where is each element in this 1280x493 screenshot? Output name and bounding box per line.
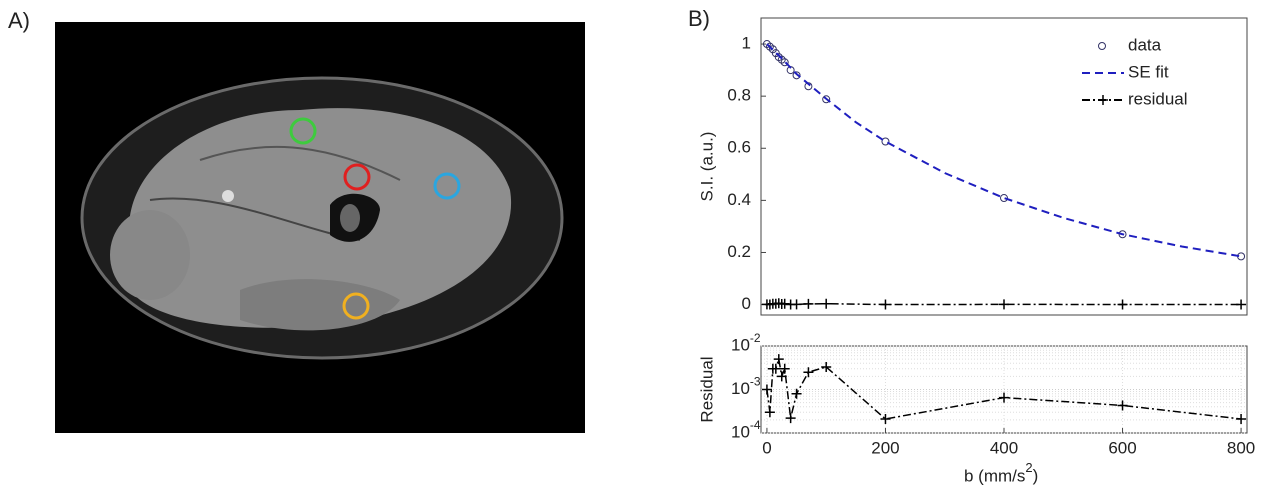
data-point [822, 95, 831, 104]
data-point [792, 71, 801, 80]
y-tick-label: 10-3 [731, 375, 761, 398]
plus-marker [770, 363, 781, 374]
x-tick-label: 800 [1227, 438, 1255, 457]
plus-marker [1117, 400, 1128, 411]
plus-marker [880, 413, 891, 424]
legend-label: residual [1128, 89, 1188, 108]
plus-marker [1117, 299, 1128, 310]
y-tick-exponent: -3 [750, 375, 761, 389]
legend-marker [1098, 95, 1108, 105]
y-tick-label: 0.4 [727, 190, 751, 209]
plus-marker [1236, 413, 1247, 424]
data-point [1000, 194, 1008, 203]
plus-marker [791, 388, 802, 399]
y-tick-label: 10-4 [731, 418, 761, 441]
plus-marker [821, 361, 832, 372]
x-tick-label: 0 [762, 438, 771, 457]
y-tick-label: 10-2 [731, 331, 761, 354]
plus-marker [779, 363, 790, 374]
y-tick-label: 0.8 [727, 86, 751, 105]
x-axis-label-sup: 2 [1025, 460, 1032, 475]
y-tick-label: 1 [742, 34, 751, 53]
data-point [780, 58, 789, 67]
plus-marker [776, 371, 787, 382]
data-point [881, 137, 890, 146]
plus-marker [803, 298, 814, 309]
mri-image [55, 22, 585, 433]
plus-marker [764, 407, 775, 418]
axes-box [760, 17, 1248, 316]
plus-marker [999, 299, 1009, 310]
plus-marker [1236, 299, 1247, 310]
y-axis-label: Residual [697, 356, 716, 422]
plus-marker [999, 392, 1009, 403]
plus-marker [773, 354, 784, 365]
plus-marker [803, 367, 814, 378]
y-tick-exponent: -2 [750, 331, 761, 345]
legend-label: SE fit [1128, 62, 1169, 81]
panel-label: A) [8, 8, 30, 33]
y-tick-exponent: -4 [750, 418, 761, 432]
x-axis-label: b (mm/s2) [964, 460, 1038, 485]
legend-marker [1098, 42, 1106, 50]
x-axis-label-end: ) [1033, 466, 1039, 485]
series-line [766, 43, 1242, 258]
plus-marker [880, 299, 891, 310]
plus-marker [791, 299, 802, 310]
plus-marker [785, 413, 796, 424]
plus-marker [821, 298, 832, 309]
legend-label: data [1128, 35, 1162, 54]
y-tick-label: 0.6 [727, 138, 751, 157]
panel-label: B) [688, 6, 710, 31]
x-tick-label: 400 [990, 438, 1018, 457]
y-tick-label: 0 [742, 294, 751, 313]
x-tick-label: 600 [1108, 438, 1136, 457]
y-tick-label: 0.2 [727, 242, 751, 261]
plus-marker [761, 384, 772, 395]
x-tick-label: 200 [871, 438, 899, 457]
y-axis-label: S.I. (a.u.) [697, 132, 716, 202]
